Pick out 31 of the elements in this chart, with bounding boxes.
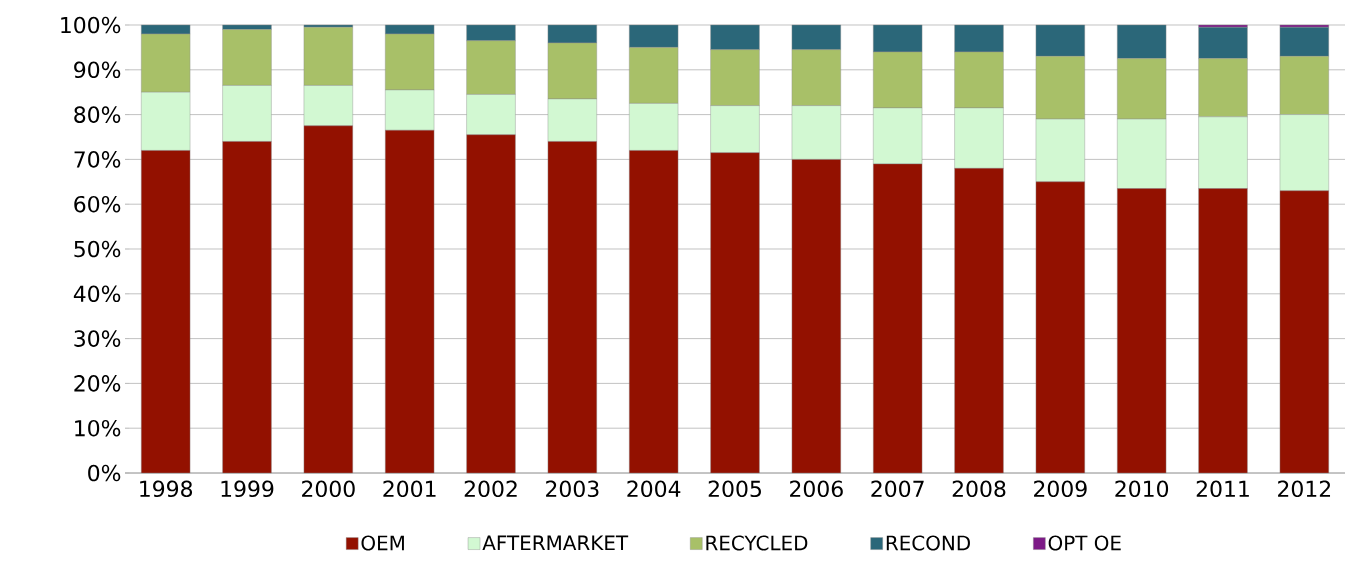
x-tick-label: 2002 <box>464 480 517 498</box>
y-tick-label: 90% <box>74 61 121 79</box>
x-tick-label: 2012 <box>1278 480 1331 498</box>
x-tick-label: 2000 <box>302 480 355 498</box>
x-tick-label: 2006 <box>790 480 843 498</box>
y-tick-label: 100% <box>61 16 121 34</box>
legend-label: RECOND <box>886 535 970 551</box>
x-tick-label: 2008 <box>952 480 1006 498</box>
x-tick-label: 2007 <box>871 480 924 498</box>
x-tick-label: 2011 <box>1196 480 1249 498</box>
x-tick-label: 2003 <box>546 480 599 498</box>
y-tick-label: 80% <box>74 106 121 123</box>
y-tick-label: 30% <box>74 330 121 347</box>
y-tick-label: 60% <box>74 195 121 213</box>
y-tick-label: 10% <box>75 419 121 437</box>
x-tick-label: 2004 <box>627 480 681 498</box>
legend-label: OEM <box>361 535 404 551</box>
y-tick-label: 40% <box>73 285 121 303</box>
y-tick-label: 0% <box>88 464 121 482</box>
legend-label: OPT OE <box>1048 535 1121 551</box>
x-tick-label: 2001 <box>383 480 436 498</box>
y-tick-label: 70% <box>74 151 121 168</box>
x-tick-label: 1999 <box>221 480 274 498</box>
x-tick-label: 2009 <box>1034 480 1087 498</box>
y-tick-label: 50% <box>74 240 121 258</box>
x-tick-label: 2005 <box>708 480 761 498</box>
x-tick-label: 1998 <box>140 480 193 498</box>
y-tick-label: 20% <box>74 375 121 392</box>
legend-label: RECYCLED <box>706 535 808 551</box>
legend-label: AFTERMARKET <box>482 535 629 551</box>
x-tick-label: 2010 <box>1115 480 1169 498</box>
